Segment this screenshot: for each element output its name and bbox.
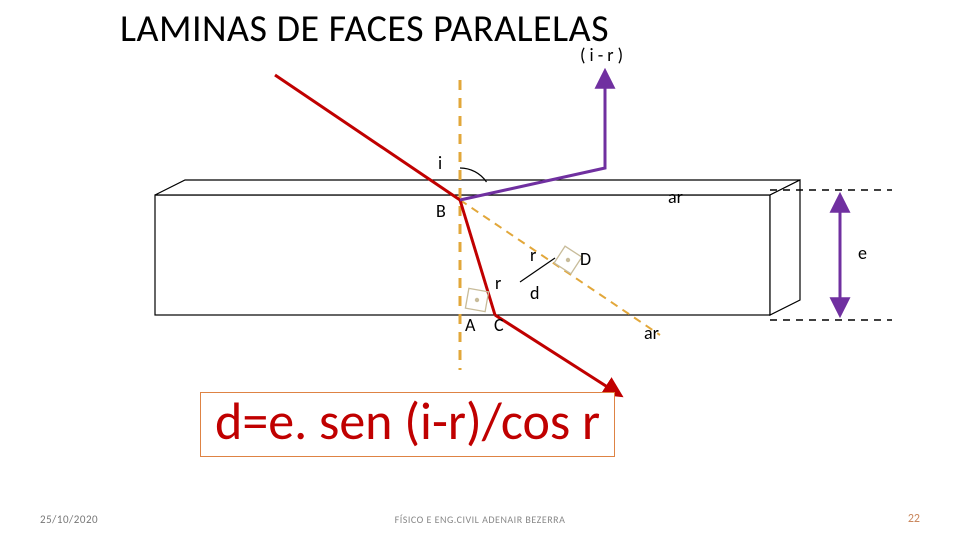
label-d-small: d <box>530 282 539 304</box>
dot-left <box>475 298 479 302</box>
label-i: i <box>438 152 442 174</box>
label-C: C <box>494 314 504 336</box>
optics-diagram <box>0 0 960 540</box>
footer-author: FÍSICO E ENG.CIVIL ADENAIR BEZERRA <box>0 513 960 526</box>
label-D: D <box>580 248 591 270</box>
label-angle-ir: ( i - r ) <box>580 44 623 66</box>
formula-box: d=e. sen (i-r)/cos r <box>200 392 615 457</box>
emergent-ray <box>495 315 620 395</box>
label-e: e <box>858 242 867 264</box>
slab-top <box>155 180 800 195</box>
slab-side <box>770 180 800 315</box>
label-r-top: r <box>530 244 536 266</box>
label-ar-bottom: ar <box>644 322 659 344</box>
label-ar-top: ar <box>668 186 683 208</box>
dot-D <box>566 258 570 262</box>
label-A: A <box>465 314 475 336</box>
label-B: B <box>436 200 446 222</box>
label-r-left: r <box>495 272 501 294</box>
footer-page-number: 22 <box>908 512 920 526</box>
